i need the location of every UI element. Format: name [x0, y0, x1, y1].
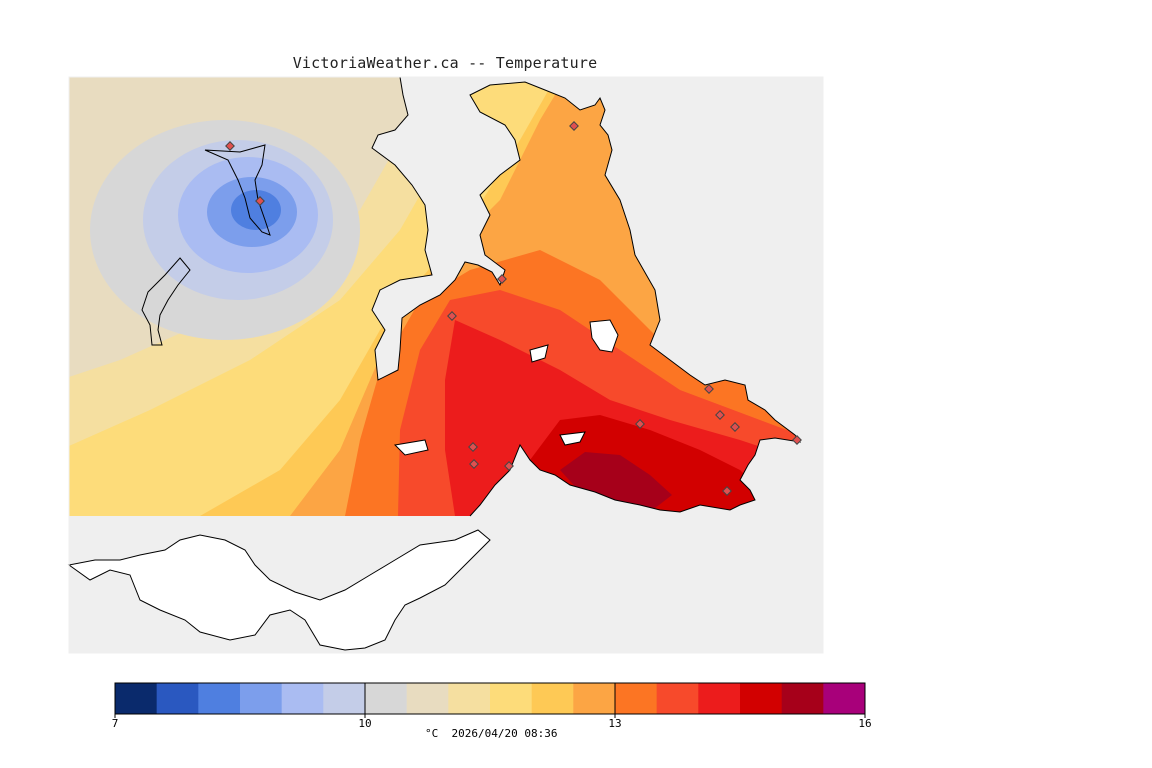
station-marker — [704, 384, 714, 394]
station-marker — [469, 459, 479, 469]
station-marker — [715, 410, 725, 420]
color-scale-bin — [115, 683, 158, 714]
color-scale-tick-label: 16 — [858, 717, 872, 730]
olympic-coast — [67, 529, 491, 651]
station-marker — [225, 141, 235, 151]
inlet-portage — [559, 431, 586, 446]
unit-label: °C — [425, 727, 439, 740]
station-marker — [635, 419, 645, 429]
color-scale-ticks — [114, 683, 866, 718]
color-scale-bins — [115, 683, 866, 714]
station-markers — [225, 121, 802, 496]
lake-matheson — [393, 439, 429, 456]
legend-caption: °C 2026/04/20 08:36 — [425, 727, 557, 740]
color-scale-bin — [490, 683, 533, 714]
color-scale-bin — [365, 683, 408, 714]
station-marker — [468, 442, 478, 452]
color-scale-bin — [656, 683, 699, 714]
station-marker — [447, 311, 457, 321]
color-scale-bin — [823, 683, 866, 714]
color-scale-bin — [198, 683, 241, 714]
station-marker — [792, 435, 802, 445]
page-title: VictoriaWeather.ca -- Temperature — [292, 54, 598, 72]
color-scale-bin — [448, 683, 491, 714]
color-scale-bin — [406, 683, 449, 714]
lake-shawnigan — [204, 144, 271, 236]
lake-sooke — [141, 257, 191, 346]
station-marker — [504, 461, 514, 471]
color-scale-tick-label: 10 — [358, 717, 372, 730]
station-marker — [497, 274, 507, 284]
coastline — [371, 76, 802, 517]
station-marker — [255, 196, 265, 206]
timestamp-label: 2026/04/20 08:36 — [451, 727, 558, 740]
color-scale-bin — [281, 683, 324, 714]
station-marker — [722, 486, 732, 496]
color-scale-bin — [781, 683, 824, 714]
station-marker — [569, 121, 579, 131]
station-marker — [730, 422, 740, 432]
color-scale-bin — [531, 683, 574, 714]
color-scale-bin — [573, 683, 616, 714]
color-scale-bin — [323, 683, 366, 714]
lake-prospect — [529, 344, 549, 363]
temperature-field — [69, 77, 800, 516]
color-scale-tick-label: 13 — [608, 717, 622, 730]
color-scale-bin — [240, 683, 283, 714]
map-frame — [68, 76, 824, 654]
color-scale-bin — [740, 683, 783, 714]
color-scale-bin — [698, 683, 741, 714]
color-scale-bin — [615, 683, 658, 714]
lake-elk — [589, 319, 619, 353]
color-scale-tick-label: 7 — [111, 717, 119, 730]
color-scale-bin — [156, 683, 199, 714]
